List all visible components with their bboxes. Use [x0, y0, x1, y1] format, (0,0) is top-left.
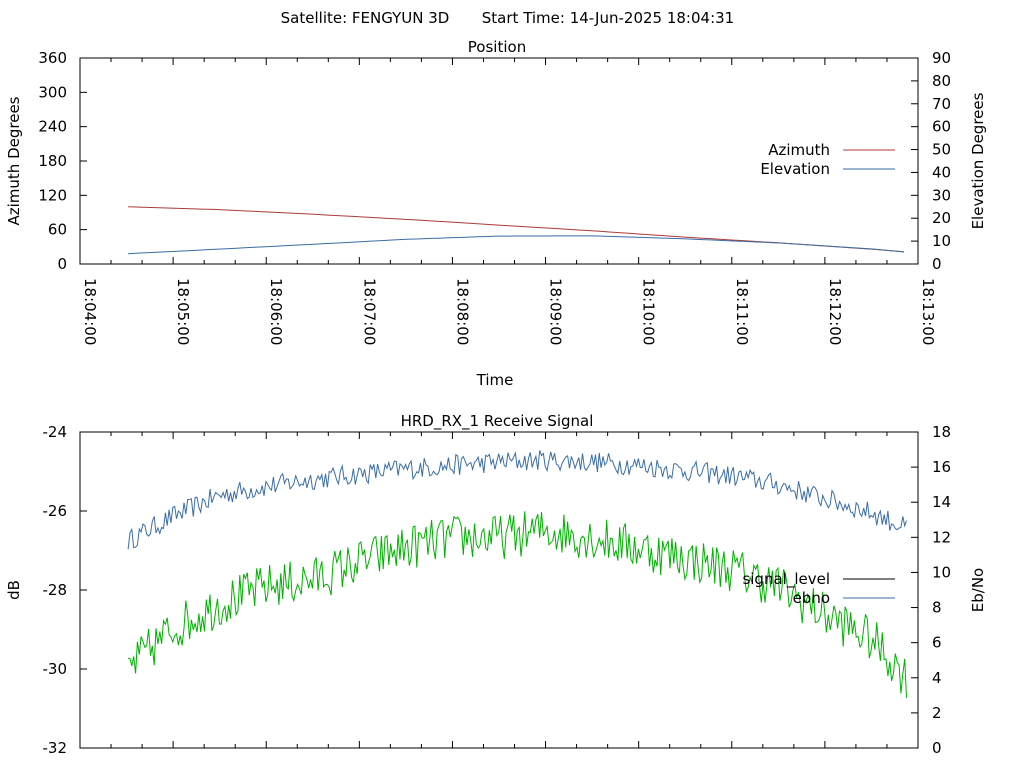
- left-axis-tick-label: 240: [38, 118, 67, 136]
- legend-label: signal_level: [742, 570, 830, 589]
- right-axis-tick-label: 2: [932, 704, 942, 722]
- right-axis-tick-label: 20: [932, 209, 951, 227]
- series-line-Elevation: [128, 235, 905, 255]
- position-chart: Position 0 60 120 180 240 300 360 0 10 20 30 40 50 60…: [5, 38, 987, 389]
- x-axis-tick-label: 18:11:00: [733, 278, 751, 345]
- left-axis-tick-label: 300: [38, 83, 67, 101]
- position-x-label: Time: [476, 371, 514, 389]
- receive-signal-chart-title: HRD_RX_1 Receive Signal: [401, 412, 594, 431]
- x-axis-tick-label: 18:08:00: [453, 278, 471, 345]
- series-line-level-trace: [127, 511, 907, 698]
- x-axis-tick-label: 18:13:00: [919, 278, 937, 345]
- signal-y-right-label: Eb/No: [969, 568, 987, 612]
- right-axis-tick-label: 16: [932, 458, 951, 476]
- legend-label: Elevation: [760, 160, 830, 178]
- left-axis-tick-label: -28: [43, 581, 68, 599]
- left-axis-tick-label: -24: [43, 423, 68, 441]
- x-axis-tick-label: 18:06:00: [267, 278, 285, 345]
- right-axis-tick-label: 10: [932, 232, 951, 250]
- right-axis-tick-label: 30: [932, 186, 951, 204]
- left-axis-tick-label: 60: [48, 221, 67, 239]
- right-axis-tick-label: 70: [932, 95, 951, 113]
- right-axis-tick-label: 4: [932, 669, 942, 687]
- legend-label: ebno: [793, 589, 830, 607]
- x-axis-tick-label: 18:04:00: [81, 278, 99, 345]
- x-axis-tick-label: 18:09:00: [547, 278, 565, 345]
- right-axis-tick-label: 50: [932, 141, 951, 159]
- signal-y-left-label: dB: [5, 580, 23, 600]
- right-axis-tick-label: 0: [932, 255, 942, 273]
- position-y-left-label: Azimuth Degrees: [5, 96, 23, 225]
- position-y-right-label: Elevation Degrees: [969, 92, 987, 229]
- receive-signal-chart: HRD_RX_1 Receive Signal -32 -30 -28 -26 -24 0…: [5, 412, 987, 757]
- right-axis-tick-label: 10: [932, 563, 951, 581]
- satellite-label: Satellite: FENGYUN 3D: [281, 9, 450, 27]
- x-axis-tick-label: 18:07:00: [360, 278, 378, 345]
- start-time-label: Start Time: 14-Jun-2025 18:04:31: [482, 9, 734, 27]
- series-line-Azimuth: [128, 206, 905, 253]
- left-axis-tick-label: -30: [43, 660, 68, 678]
- right-axis-tick-label: 18: [932, 423, 951, 441]
- legend-label: Azimuth: [768, 141, 830, 159]
- left-axis-tick-label: 360: [38, 49, 67, 67]
- x-axis-tick-label: 18:10:00: [640, 278, 658, 345]
- right-axis-tick-label: 14: [932, 493, 951, 511]
- right-axis-tick-label: 0: [932, 739, 942, 757]
- right-axis-tick-label: 40: [932, 163, 951, 181]
- right-axis-tick-label: 60: [932, 118, 951, 136]
- left-axis-tick-label: 120: [38, 186, 67, 204]
- right-axis-tick-label: 8: [932, 599, 942, 617]
- x-axis-tick-label: 18:05:00: [174, 278, 192, 345]
- right-axis-tick-label: 80: [932, 72, 951, 90]
- left-axis-tick-label: 180: [38, 152, 67, 170]
- left-axis-tick-label: -26: [43, 502, 68, 520]
- position-chart-title: Position: [468, 38, 526, 56]
- right-axis-tick-label: 6: [932, 634, 942, 652]
- right-axis-tick-label: 12: [932, 528, 951, 546]
- left-axis-tick-label: -32: [43, 739, 68, 757]
- series-line-ebno: [127, 450, 907, 550]
- right-axis-tick-label: 90: [932, 49, 951, 67]
- left-axis-tick-label: 0: [57, 255, 67, 273]
- x-axis-tick-label: 18:12:00: [826, 278, 844, 345]
